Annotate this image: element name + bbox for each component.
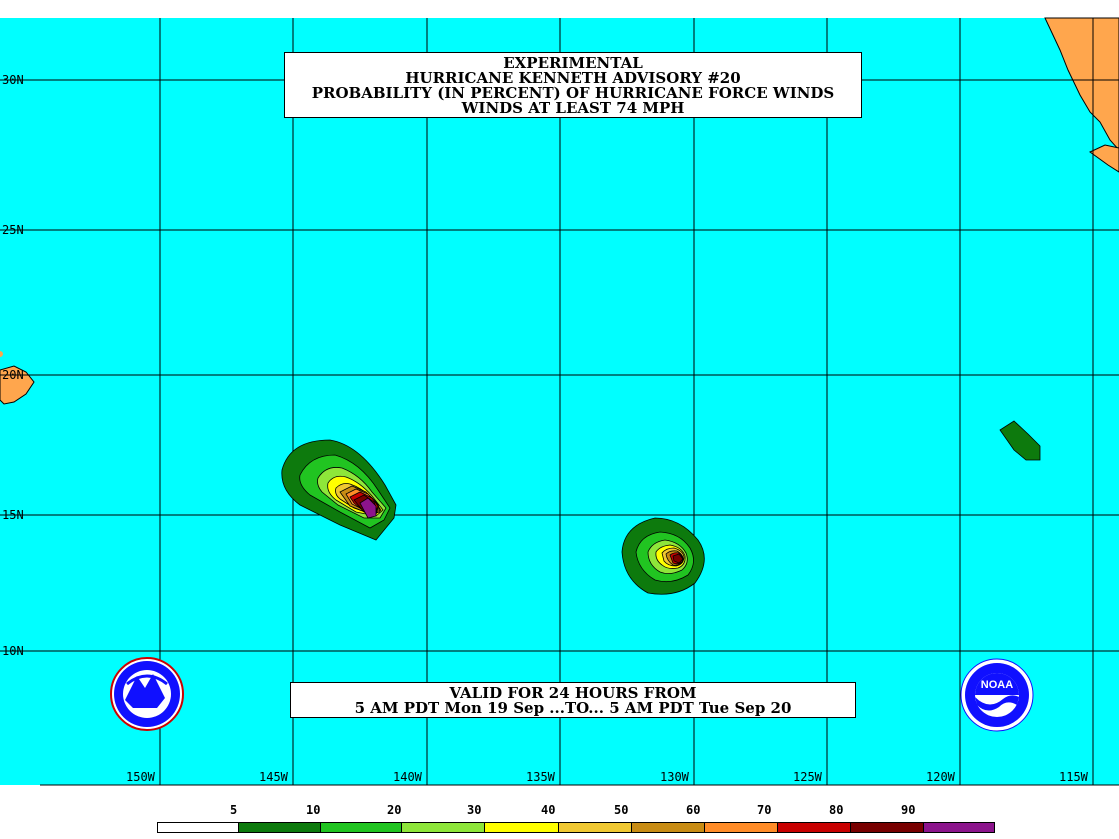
legend-swatch-70-80 <box>777 823 850 832</box>
legend-swatch-80-90 <box>850 823 923 832</box>
lon-label-150w: 150W <box>126 770 155 784</box>
valid-line-1: VALID FOR 24 HOURS FROM <box>449 684 697 702</box>
legend-tick-80: 80 <box>829 803 844 817</box>
lat-label-10n: 10N <box>2 644 24 658</box>
legend-tick-70: 70 <box>757 803 772 817</box>
legend-tick-5: 5 <box>230 803 238 817</box>
lat-label-30n: 30N <box>2 73 24 87</box>
legend-tick-20: 20 <box>387 803 402 817</box>
map-title-box: EXPERIMENTAL HURRICANE KENNETH ADVISORY … <box>284 52 862 118</box>
valid-line-2: 5 AM PDT Mon 19 Sep ...TO... 5 AM PDT Tu… <box>354 699 792 717</box>
probability-contours-central <box>621 517 705 595</box>
legend-tick-50: 50 <box>614 803 629 817</box>
lon-label-115w: 115W <box>1059 770 1088 784</box>
hawaii-islet <box>0 351 3 357</box>
legend-tick-30: 30 <box>467 803 482 817</box>
legend-swatch-30-40 <box>484 823 558 832</box>
lat-label-15n: 15N <box>2 508 24 522</box>
title-line-4: WINDS AT LEAST 74 MPH <box>461 99 685 117</box>
legend-swatch-60-70 <box>704 823 777 832</box>
title-line-2: HURRICANE KENNETH ADVISORY #20 <box>405 69 741 87</box>
lat-label-25n: 25N <box>2 223 24 237</box>
valid-period-box: VALID FOR 24 HOURS FROM 5 AM PDT Mon 19 … <box>290 682 856 718</box>
national-weather-service-logo <box>110 657 184 731</box>
legend-swatch-5-10 <box>238 823 320 832</box>
noaa-logo <box>960 658 1034 732</box>
legend-color-bar <box>157 822 995 833</box>
baja-california <box>1044 17 1119 151</box>
lon-label-135w: 135W <box>526 770 555 784</box>
title-line-1: EXPERIMENTAL <box>503 54 643 72</box>
noaa-logo-text: NOAA <box>981 679 1013 691</box>
legend-swatch-10-20 <box>320 823 401 832</box>
grid-lines <box>0 18 1119 785</box>
legend-tick-60: 60 <box>686 803 701 817</box>
lat-label-20n: 20N <box>2 368 24 382</box>
lon-label-145w: 145W <box>259 770 288 784</box>
legend-tick-40: 40 <box>541 803 556 817</box>
probability-contours-west <box>281 439 397 541</box>
legend-swatch-20-30 <box>401 823 484 832</box>
legend-tick-90: 90 <box>901 803 916 817</box>
lon-label-140w: 140W <box>393 770 422 784</box>
legend-swatch-50-60 <box>631 823 704 832</box>
mainland-mexico <box>1089 144 1119 173</box>
title-line-3: PROBABILITY (IN PERCENT) OF HURRICANE FO… <box>311 84 835 102</box>
lon-label-125w: 125W <box>793 770 822 784</box>
legend-swatch-0-5 <box>158 823 238 832</box>
probability-contour-east <box>999 420 1041 461</box>
legend-swatch-40-50 <box>558 823 631 832</box>
lon-label-120w: 120W <box>926 770 955 784</box>
legend-tick-10: 10 <box>306 803 321 817</box>
legend-swatch-90-100 <box>923 823 994 832</box>
lon-label-130w: 130W <box>660 770 689 784</box>
